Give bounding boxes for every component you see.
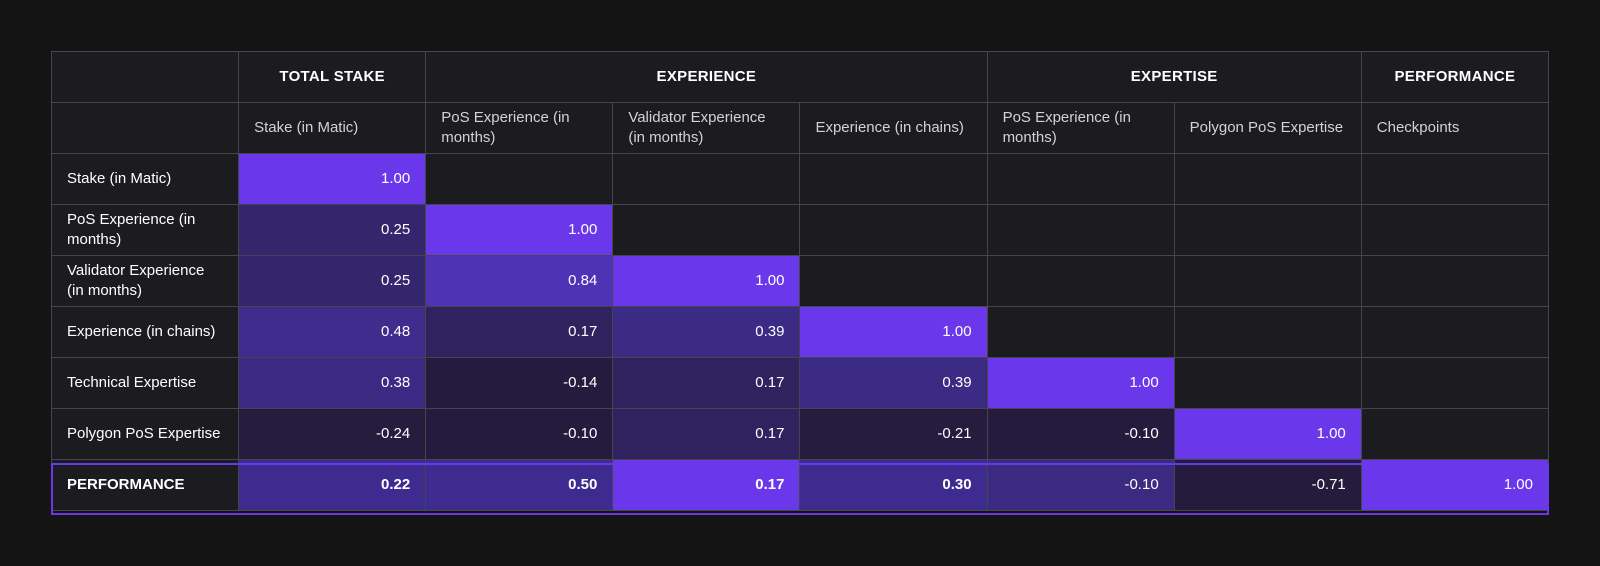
correlation-cell: -0.14 [425,357,614,409]
correlation-cell: 0.25 [238,255,427,307]
correlation-cell [1360,255,1550,307]
correlation-cell: 0.17 [612,357,801,409]
row-label: PERFORMANCE [50,459,240,511]
correlation-cell [1173,204,1362,256]
performance-row: PERFORMANCE 0.22 0.50 0.17 0.30 -0.10 -0.71 1.0… [50,459,1550,511]
correlation-cell: 0.38 [238,357,427,409]
correlation-cell [986,204,1175,256]
correlation-cell: 0.22 [238,459,427,511]
correlation-cell: 1.00 [799,306,988,358]
table-row: Polygon PoS Expertise -0.24 -0.10 0.17 -0.21… [50,408,1550,460]
column-header-2: Validator Experience (in months) [612,102,801,154]
correlation-cell [1360,204,1550,256]
table-row: Validator Experience (in months) 0.25 0.84… [50,255,1550,307]
group-header-4: PERFORMANCE [1360,51,1550,103]
correlation-cell: 0.17 [612,459,801,511]
table-row: Stake (in Matic) 1.00 [50,153,1550,205]
group-header-0 [50,51,240,103]
group-header-3: EXPERTISE [986,51,1362,103]
correlation-cell: 0.39 [799,357,988,409]
correlation-cell [799,255,988,307]
table-row: Technical Expertise 0.38 -0.14 0.17 0.39 1.00 [50,357,1550,409]
correlation-cell: 0.17 [612,408,801,460]
column-header-row: Stake (in Matic) PoS Experience (in month… [50,102,1550,154]
correlation-cell: -0.21 [799,408,988,460]
correlation-cell: 1.00 [1360,459,1550,511]
correlation-cell [1173,357,1362,409]
row-label: Technical Expertise [50,357,240,409]
table-row: PoS Experience (in months) 0.25 1.00 [50,204,1550,256]
correlation-cell: 0.50 [425,459,614,511]
correlation-cell [612,204,801,256]
correlation-cell: 1.00 [238,153,427,205]
row-label: Experience (in chains) [50,306,240,358]
correlation-cell [986,306,1175,358]
correlation-cell: 1.00 [612,255,801,307]
row-label: Stake (in Matic) [50,153,240,205]
correlation-cell: 0.84 [425,255,614,307]
correlation-cell [799,153,988,205]
row-label: Polygon PoS Expertise [50,408,240,460]
correlation-cell: 0.30 [799,459,988,511]
correlation-cell [425,153,614,205]
correlation-cell: 0.25 [238,204,427,256]
correlation-cell [1173,153,1362,205]
correlation-cell: 0.39 [612,306,801,358]
column-header-5: Polygon PoS Expertise [1173,102,1362,154]
correlation-cell: 1.00 [425,204,614,256]
correlation-cell [1360,408,1550,460]
column-header-6: Checkpoints [1360,102,1550,154]
correlation-table: TOTAL STAKE EXPERIENCE EXPERTISE PERFORMANC… [50,51,1550,511]
correlation-cell [1360,306,1550,358]
correlation-cell [1173,255,1362,307]
corner-cell [50,102,240,154]
group-header-1: TOTAL STAKE [238,51,427,103]
correlation-cell: -0.71 [1173,459,1362,511]
correlation-cell: 1.00 [1173,408,1362,460]
row-label: PoS Experience (in months) [50,204,240,256]
correlation-cell: -0.10 [986,408,1175,460]
correlation-cell: -0.10 [986,459,1175,511]
column-header-3: Experience (in chains) [799,102,988,154]
correlation-cell: 0.48 [238,306,427,358]
correlation-cell: 0.17 [425,306,614,358]
correlation-cell [1360,153,1550,205]
correlation-cell: -0.24 [238,408,427,460]
group-header-2: EXPERIENCE [425,51,988,103]
correlation-cell [986,153,1175,205]
correlation-cell [1173,306,1362,358]
correlation-cell [612,153,801,205]
column-header-0: Stake (in Matic) [238,102,427,154]
correlation-cell: -0.10 [425,408,614,460]
correlation-cell [1360,357,1550,409]
column-header-1: PoS Experience (in months) [425,102,614,154]
column-header-4: PoS Experience (in months) [986,102,1175,154]
row-label: Validator Experience (in months) [50,255,240,307]
correlation-cell [986,255,1175,307]
correlation-cell: 1.00 [986,357,1175,409]
group-header-row: TOTAL STAKE EXPERIENCE EXPERTISE PERFORMANC… [50,51,1550,103]
correlation-cell [799,204,988,256]
table-row: Experience (in chains) 0.48 0.17 0.39 1.00 [50,306,1550,358]
